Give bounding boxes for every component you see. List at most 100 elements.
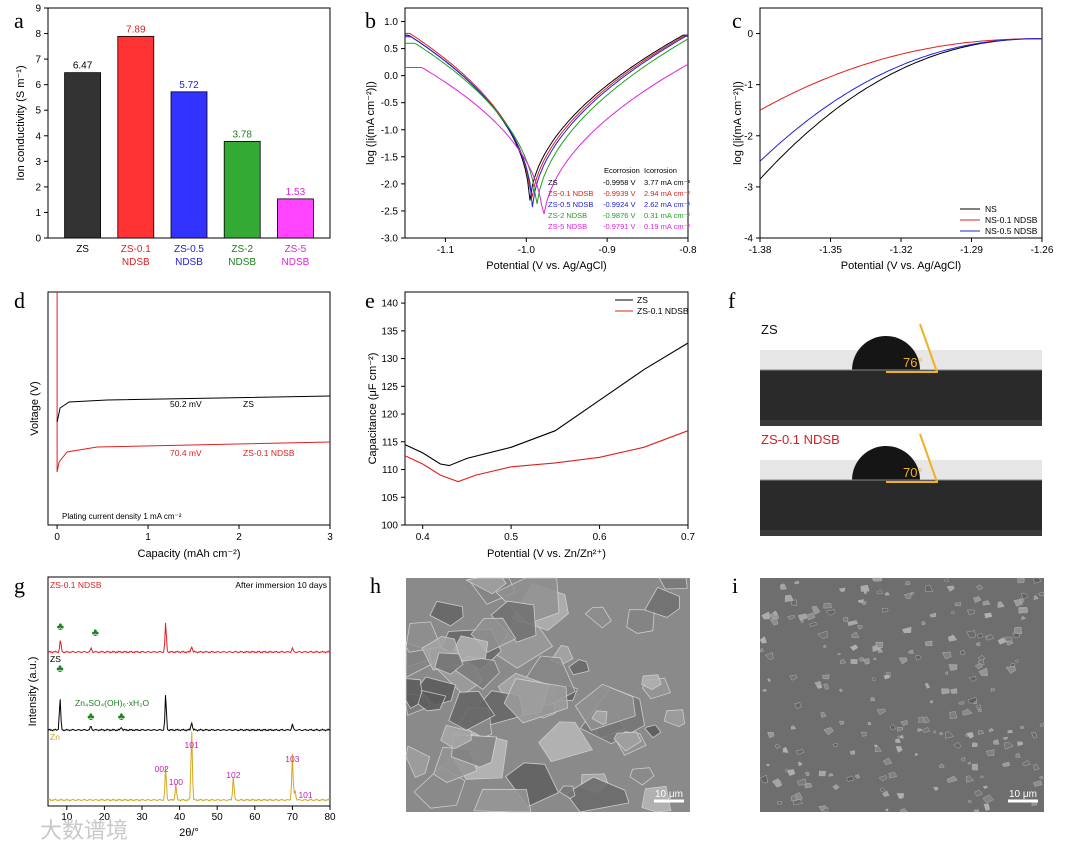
panel-letter-e: e [365, 288, 375, 313]
sem-grain [984, 612, 993, 619]
sem-grain [944, 731, 954, 739]
sem-grain [914, 753, 919, 757]
table-ecorr: -0.9924 V [603, 200, 636, 209]
x-category-label: ZS-0.1 [121, 244, 151, 255]
y-tick-label: -2.5 [381, 206, 399, 217]
panel-letter-h: h [370, 573, 381, 598]
watermark: 大数谱境 [40, 819, 128, 844]
sem-grain [448, 690, 496, 731]
sem-grain [823, 727, 834, 736]
sem-grain [584, 606, 612, 629]
table-name: ZS-2 NDSB [548, 211, 587, 220]
sem-grain [832, 784, 840, 791]
sem-grain [847, 620, 859, 627]
bar [170, 91, 208, 239]
sem-grain [839, 720, 845, 725]
sem-grain [843, 617, 849, 622]
sem-grain [966, 775, 975, 783]
sem-grain [932, 786, 939, 791]
hkl-label: 101 [298, 790, 312, 800]
bar-value-label: 7.89 [126, 24, 146, 35]
sem-grain [1033, 764, 1040, 771]
panel-letter-i: i [732, 573, 738, 598]
sem-grain [794, 580, 800, 585]
x-category-label: NDSB [175, 257, 203, 268]
sem-grain [947, 634, 958, 642]
sem-grain [818, 770, 826, 777]
sem-grain [641, 785, 672, 813]
voltage-curve-ZS [56, 395, 331, 423]
sem-grain [1015, 753, 1021, 758]
sem-grain [1021, 616, 1027, 620]
sem-grain [490, 600, 537, 643]
y-tick-label: 1.0 [384, 17, 398, 28]
x-category-label: NDSB [282, 257, 310, 268]
sem-grain [871, 677, 877, 682]
sem-grain [849, 750, 856, 755]
panel-d: d 0 1 2 3 Capacity (mAh cm⁻²) Voltage (V) 50.2 … [14, 288, 333, 560]
sem-grain [850, 659, 858, 665]
x-tick-label: -1.35 [819, 245, 842, 256]
sem-grain [795, 749, 805, 755]
sem-grain [953, 741, 962, 749]
sem-grain [968, 800, 972, 804]
x-tick-label: -1.26 [1031, 245, 1054, 256]
sem-grain [985, 749, 995, 757]
sem-grain [797, 613, 808, 621]
sem-grain [924, 640, 933, 646]
sem-grain [465, 577, 507, 595]
annotation: Plating current density 1 mA cm⁻² [62, 512, 182, 521]
series-label: ZS [50, 654, 61, 664]
sem-grain [978, 654, 986, 661]
y-tick-label: -2 [744, 131, 753, 142]
panel-g: g 10 20 30 40 50 60 70 80 2θ/° Intensity (a.u.) ZS-… [14, 573, 336, 839]
sem-grain [895, 738, 901, 743]
sem-grain [1038, 775, 1043, 780]
panel-i: i 10 μm [732, 573, 1045, 813]
sem-grain [950, 688, 958, 694]
x-category-label: ZS-0.5 [174, 244, 204, 255]
sem-grain [790, 795, 798, 801]
y-tick-label: 1 [35, 208, 41, 219]
club-marker: ♣ [92, 627, 99, 639]
sem-grain [948, 664, 958, 671]
bar [277, 198, 314, 239]
sem-grain [977, 729, 985, 735]
table-header-e: Ecorrosion [604, 166, 640, 175]
plot-frame [47, 291, 331, 526]
x-category-label: ZS-5 [285, 244, 307, 255]
sem-grain [971, 742, 978, 748]
sem-grain [429, 600, 464, 627]
sem-grain [839, 659, 847, 664]
x-tick-label: 0.5 [504, 532, 518, 543]
x-tick-label: 20 [99, 812, 111, 823]
y-tick-label: -2.0 [381, 179, 399, 190]
sem-grain [809, 621, 818, 627]
x-tick-label: 0.4 [416, 532, 430, 543]
y-tick-label: 130 [381, 354, 398, 365]
sem-grain [794, 702, 802, 709]
x-tick-label: 70 [287, 812, 299, 823]
y-axis-label: Capacitance (μF cm⁻²) [367, 353, 379, 465]
sem-grain [817, 630, 828, 639]
sem-grain [883, 674, 890, 680]
sem-grain [962, 708, 973, 716]
lsv-curve [759, 38, 1042, 180]
sem-grain [946, 585, 955, 592]
x-tick-label: -1.1 [437, 245, 455, 256]
sem-grain [777, 800, 783, 805]
sem-grain [888, 772, 898, 779]
table-icorr: 0.19 mA cm⁻² [644, 222, 691, 231]
sem-grain [921, 621, 926, 626]
sem-grain [974, 789, 983, 797]
image-bottom-band [760, 530, 1042, 536]
overpotential-label: 50.2 mV [170, 399, 202, 409]
bar-value-label: 5.72 [179, 80, 199, 91]
bar [64, 72, 101, 239]
sem-grain [759, 774, 769, 784]
sem-grain [764, 652, 774, 661]
x-tick-label: 3 [327, 532, 333, 543]
y-tick-label: 120 [381, 410, 398, 421]
hkl-label: 101 [185, 740, 199, 750]
